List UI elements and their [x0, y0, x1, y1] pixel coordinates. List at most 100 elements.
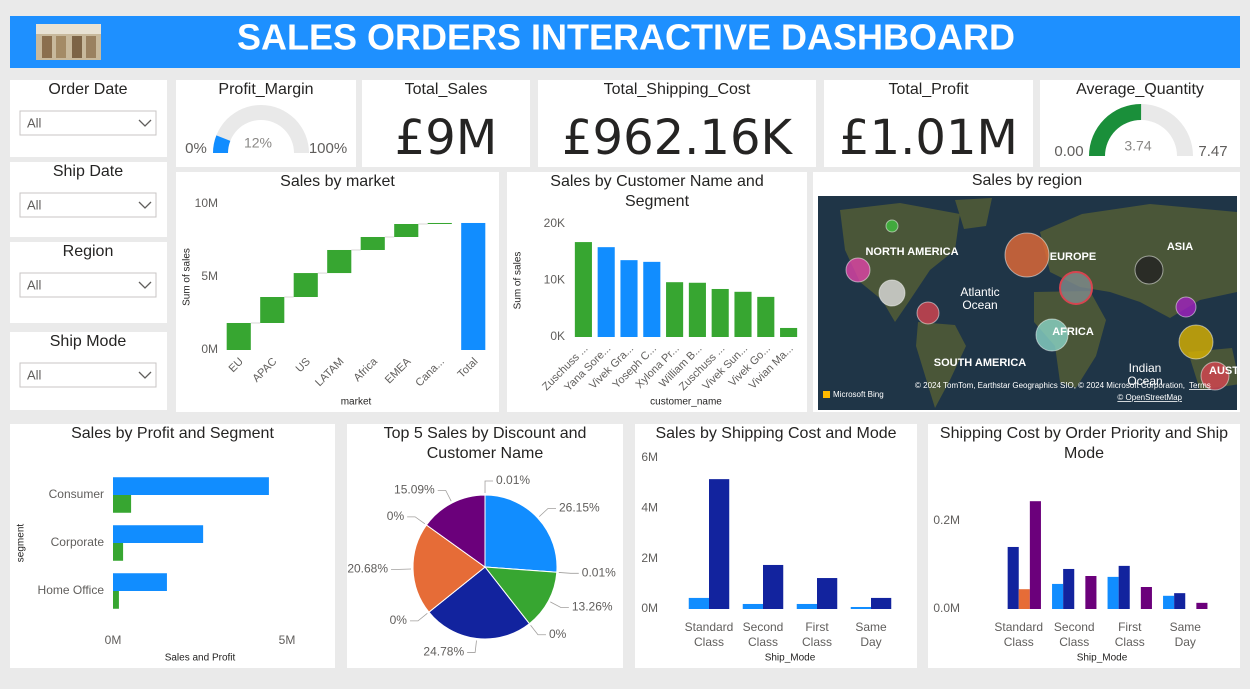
bar — [1018, 589, 1030, 609]
bar — [757, 296, 775, 337]
map-label: SOUTH AMERICA — [934, 357, 1027, 369]
map-label: Indian Ocean — [1127, 361, 1162, 388]
pie-slice[interactable] — [428, 566, 531, 640]
gauge-value-label: 3.74 — [1124, 138, 1151, 154]
gauge-track — [213, 105, 309, 153]
bar — [1063, 568, 1075, 609]
chart-title: Sales by region — [972, 172, 1082, 189]
slicer-dropdown[interactable]: All — [19, 362, 157, 388]
data-label: 20.68% — [347, 562, 388, 576]
bar — [1174, 593, 1186, 609]
map-bubble[interactable] — [1175, 296, 1197, 318]
leader-line — [407, 516, 426, 525]
dropdown-chevron — [138, 281, 152, 289]
dropdown-box — [19, 362, 157, 388]
bar — [394, 224, 419, 237]
x-tick-label: 5M — [279, 633, 296, 647]
y-tick-label: 20K — [544, 216, 565, 230]
panel — [928, 424, 1240, 668]
panel — [176, 80, 356, 167]
bar — [709, 479, 730, 609]
pie-slice[interactable] — [412, 524, 486, 613]
x-tick-label: Same Day — [855, 620, 887, 649]
gauge-max: 100% — [309, 140, 347, 157]
data-label: 24.78% — [423, 645, 464, 659]
map-label: EUROPE — [1050, 251, 1096, 263]
x-tick-label: Second Class — [743, 620, 784, 649]
slicer-label: Order Date — [48, 81, 127, 98]
map-bubble[interactable] — [878, 279, 906, 307]
bar — [796, 603, 817, 609]
map-osm-link[interactable]: © OpenStreetMap — [1117, 393, 1182, 402]
x-axis-title: Ship_Mode — [765, 653, 816, 664]
chart-title: Sales by Shipping Cost and Mode — [655, 425, 896, 442]
leader-line — [530, 625, 546, 636]
y-tick-label: Home Office — [38, 583, 105, 597]
map-bubble[interactable] — [1035, 318, 1069, 352]
data-label: 0.01% — [496, 473, 530, 487]
map-logo-mark — [823, 391, 830, 398]
dropdown-value: All — [27, 197, 42, 212]
pie-slice[interactable] — [484, 494, 558, 573]
chart-title: Sales by Customer Name and Segment — [550, 173, 763, 210]
pie-slice[interactable] — [483, 566, 558, 625]
bar — [734, 291, 752, 337]
map-land — [955, 198, 992, 229]
bar — [1085, 576, 1097, 609]
slicer-dropdown[interactable]: All — [19, 110, 157, 136]
bar — [871, 597, 892, 609]
map-label: AUST — [1209, 365, 1239, 377]
gauge-min: 0.00 — [1054, 143, 1083, 160]
bar — [226, 322, 251, 350]
y-tick-label: 10K — [544, 273, 565, 287]
x-tick-label: First Class — [802, 620, 832, 649]
slicer-label: Region — [63, 243, 114, 260]
bar — [666, 282, 684, 337]
x-tick-label: Same Day — [1170, 620, 1202, 649]
card-title: Total_Shipping_Cost — [604, 81, 751, 98]
chart-title: Shipping Cost by Order Priority and Ship… — [940, 425, 1228, 462]
header-bar — [10, 16, 1240, 68]
dropdown-chevron — [138, 119, 152, 127]
bar — [113, 573, 167, 591]
map: NORTH AMERICA EUROPE ASIA Atlantic Ocean AFRI… — [818, 196, 1239, 410]
y-tick-label: 6M — [641, 450, 658, 464]
chart-title: Profit_Margin — [218, 81, 313, 98]
map-bubble[interactable] — [916, 301, 940, 325]
leader-line — [484, 480, 494, 494]
bar — [293, 273, 318, 298]
bar — [327, 249, 352, 274]
bar — [113, 477, 269, 495]
pie-slice[interactable] — [425, 494, 486, 568]
map-bubble[interactable] — [1134, 255, 1164, 285]
slicer-dropdown[interactable]: All — [19, 272, 157, 298]
y-axis-title: Sum of sales — [182, 248, 193, 306]
slicer-dropdown[interactable]: All — [19, 192, 157, 218]
map-logo: Microsoft Bing — [833, 390, 884, 399]
y-tick-label: 0.2M — [933, 513, 960, 527]
bar — [1107, 576, 1119, 609]
panel — [824, 80, 1033, 167]
dropdown-value: All — [27, 277, 42, 292]
bar — [1029, 501, 1041, 609]
bar — [113, 591, 119, 609]
bar — [850, 606, 871, 609]
y-tick-label: 4M — [641, 501, 658, 515]
bar — [1007, 546, 1019, 609]
leader-line — [409, 613, 428, 622]
x-axis-title: Ship_Mode — [1077, 653, 1128, 664]
y-tick-label: 5M — [201, 269, 218, 283]
panel — [635, 424, 917, 668]
map-bubble[interactable] — [1178, 324, 1214, 360]
map-bubble[interactable] — [885, 219, 899, 233]
map-terms-link[interactable]: Terms — [1189, 381, 1211, 390]
map-label: Atlantic Ocean — [960, 285, 999, 312]
map-bubble[interactable] — [845, 257, 871, 283]
bar — [1196, 602, 1208, 609]
map-bubble[interactable] — [1200, 361, 1230, 391]
x-tick-label: First Class — [1115, 620, 1145, 649]
data-label: 13.26% — [572, 600, 613, 614]
chart-title: Average_Quantity — [1076, 81, 1204, 98]
map-bubble[interactable] — [1004, 232, 1050, 278]
